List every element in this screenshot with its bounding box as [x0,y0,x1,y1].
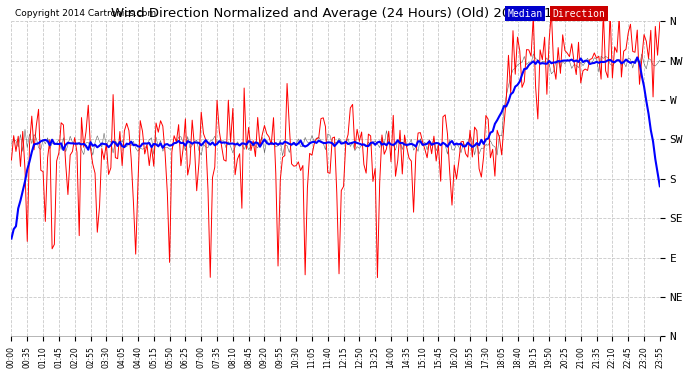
Text: Copyright 2014 Cartronics.com: Copyright 2014 Cartronics.com [14,9,156,18]
Title: Wind Direction Normalized and Average (24 Hours) (Old) 20140116: Wind Direction Normalized and Average (2… [110,7,560,20]
Text: Median: Median [507,9,543,18]
Text: Direction: Direction [553,9,606,18]
